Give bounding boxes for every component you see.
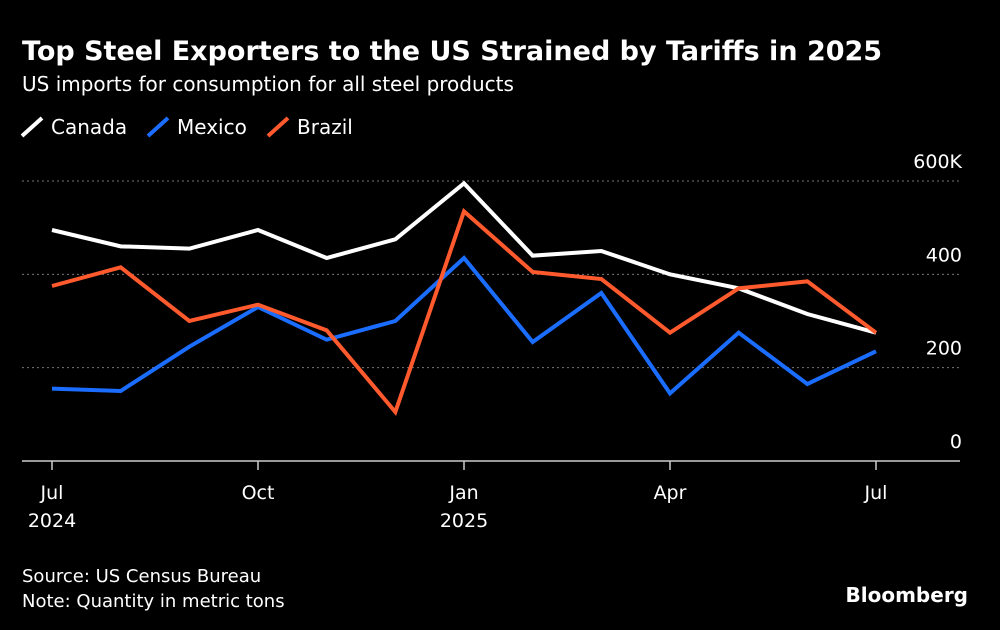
series-line <box>51 207 878 416</box>
x-tick-label: Jan <box>448 482 478 504</box>
chart-subtitle: US imports for consumption for all steel… <box>22 72 514 96</box>
x-tick-label: Oct <box>242 482 275 504</box>
source: Source: US Census Bureau <box>22 566 261 587</box>
y-tick-label: 600K <box>913 151 962 173</box>
legend-label: Brazil <box>297 115 353 139</box>
legend-swatch <box>146 116 170 138</box>
x-year-label: 2024 <box>28 510 76 532</box>
legend-swatch <box>266 116 290 138</box>
brand: Bloomberg <box>846 583 968 607</box>
legend-label: Canada <box>51 115 127 139</box>
y-tick-label: 400 <box>926 244 962 266</box>
series-line <box>51 255 877 397</box>
y-tick-label: 0 <box>950 431 962 453</box>
x-year-label: 2025 <box>440 510 488 532</box>
legend-label: Mexico <box>177 115 247 139</box>
x-tick-label: Jul <box>40 482 64 504</box>
x-tick-label: Apr <box>654 482 687 504</box>
x-tick-label: Jul <box>864 482 888 504</box>
y-tick-label: 200 <box>926 338 962 360</box>
note: Note: Quantity in metric tons <box>22 591 285 612</box>
chart-title: Top Steel Exporters to the US Strained b… <box>22 36 882 67</box>
legend-swatch <box>20 116 44 138</box>
